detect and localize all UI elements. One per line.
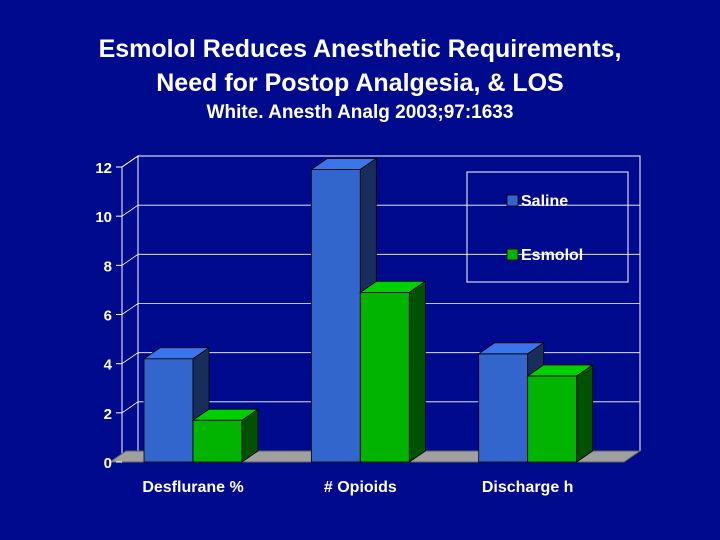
legend-swatch-saline bbox=[506, 194, 519, 207]
x-category-label: # Opioids bbox=[324, 479, 397, 496]
y-axis-ticks: 0 2 4 6 8 10 12 bbox=[95, 160, 122, 472]
y-tick-label: 6 bbox=[104, 308, 112, 325]
title-line-2: Need for Postop Analgesia, & LOS bbox=[156, 69, 564, 97]
y-tick-label: 0 bbox=[104, 455, 112, 472]
legend-label-esmolol: Esmolol bbox=[521, 247, 583, 264]
x-category-label: Desflurane % bbox=[142, 479, 243, 496]
gridlines bbox=[121, 155, 640, 414]
gridline bbox=[121, 253, 640, 266]
gridline bbox=[121, 401, 640, 414]
citation: White. Anesth Analg 2003;97:1633 bbox=[206, 102, 514, 123]
slide-title: Esmolol Reduces Anesthetic Requirements,… bbox=[0, 32, 720, 100]
y-tick-label: 2 bbox=[104, 406, 112, 423]
y-tick-label: 8 bbox=[104, 258, 112, 275]
bars bbox=[142, 157, 594, 463]
gridline bbox=[121, 303, 640, 315]
legend-box bbox=[466, 171, 629, 283]
y-tick-label: 4 bbox=[104, 357, 113, 374]
gridline bbox=[121, 155, 640, 168]
x-category-label: Discharge h bbox=[482, 479, 574, 496]
x-axis-categories: Desflurane % # Opioids Discharge h bbox=[142, 479, 573, 496]
bar-esmolol-1 bbox=[191, 408, 260, 463]
legend-swatch-esmolol bbox=[506, 248, 519, 261]
bar-esmolol-3 bbox=[526, 364, 594, 463]
gridline bbox=[121, 352, 640, 364]
bar-esmolol-2 bbox=[359, 280, 427, 463]
legend: Saline Esmolol bbox=[466, 171, 629, 283]
legend-label-saline: Saline bbox=[521, 193, 568, 210]
title-line-1: Esmolol Reduces Anesthetic Requirements, bbox=[98, 35, 622, 63]
y-tick-label: 12 bbox=[95, 160, 112, 177]
y-tick-label: 10 bbox=[95, 209, 112, 226]
gridline bbox=[121, 204, 640, 217]
